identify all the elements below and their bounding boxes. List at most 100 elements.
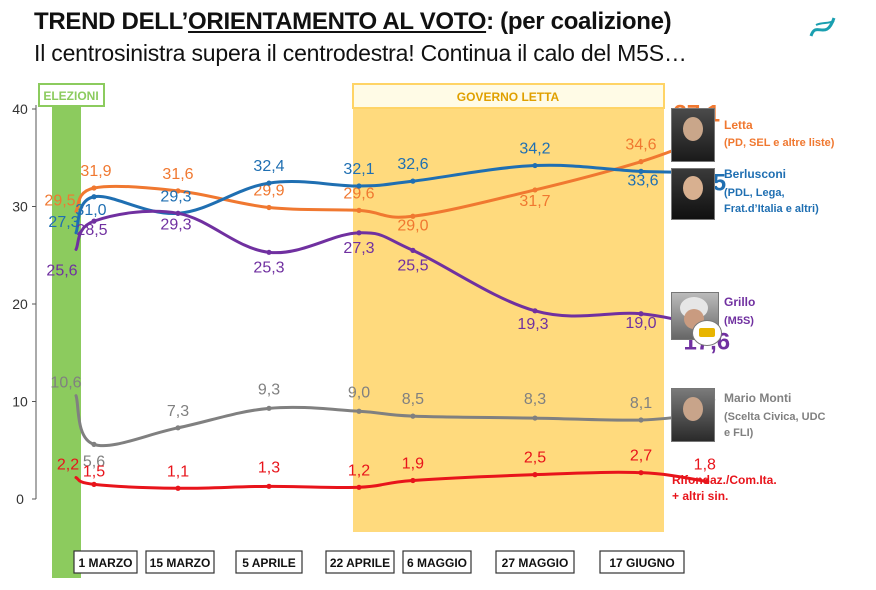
series-point — [410, 477, 416, 484]
series-point — [638, 470, 644, 476]
series-point — [410, 247, 416, 253]
page-title: TREND DELL’ORIENTAMENTO AL VOTO: (per co… — [34, 8, 672, 36]
elections-label: ELEZIONI — [43, 89, 98, 103]
x-tick-label: 22 APRILE — [330, 556, 390, 570]
data-label: 31,6 — [162, 166, 193, 183]
legend-berlusconi-desc1: (PDL, Lega, — [724, 187, 785, 199]
data-label: 33,6 — [627, 172, 658, 189]
data-label: 32,6 — [397, 156, 428, 173]
series-point — [638, 159, 644, 165]
title-part-1: TREND DELL’ — [34, 8, 189, 35]
data-label: 29,3 — [160, 188, 191, 205]
x-tick-box — [73, 550, 138, 574]
data-label: 34,2 — [519, 141, 550, 158]
series-point — [356, 183, 362, 189]
series-point — [266, 180, 272, 186]
series-point — [410, 413, 416, 419]
series-point — [91, 481, 97, 487]
data-label: 31,9 — [80, 163, 111, 180]
x-tick-box — [599, 550, 685, 574]
series-point — [266, 249, 272, 255]
x-tick-label: 1 MARZO — [79, 556, 133, 570]
legend-grillo-desc: (M5S) — [724, 315, 754, 327]
series-point — [91, 218, 97, 224]
x-tick-label: 27 MAGGIO — [502, 556, 569, 570]
legend-monti-desc2: e FLI) — [724, 427, 754, 439]
series-point — [175, 425, 181, 431]
series-point — [356, 207, 362, 213]
series-point — [266, 483, 272, 489]
series-point — [175, 210, 181, 216]
y-tick-label: 30 — [12, 199, 28, 215]
data-label: 27,3 — [48, 214, 79, 231]
data-label: 5,6 — [83, 453, 105, 470]
government-label-box — [352, 83, 665, 109]
berlusconi-portrait — [671, 168, 715, 220]
series-point — [638, 311, 644, 317]
legend-rif-desc: + altri sin. — [672, 489, 728, 503]
legend-monti-desc1: (Scelta Civica, UDC — [724, 411, 826, 423]
series-point — [356, 408, 362, 414]
legend-monti-name: Mario Monti — [724, 391, 791, 405]
elections-band — [52, 106, 81, 578]
series-point — [532, 162, 538, 169]
legend-grillo-name: Grillo — [724, 295, 755, 309]
data-label: 10,6 — [50, 375, 81, 392]
legend-rif-name: Rifondaz./Com.Ita. — [672, 473, 777, 487]
series-point — [175, 485, 181, 491]
title-part-2: ORIENTAMENTO AL VOTO — [188, 8, 487, 35]
elections-label-box — [38, 83, 105, 107]
series-point — [532, 472, 538, 478]
data-label: 1,2 — [348, 462, 370, 479]
brand-logo-icon — [809, 17, 836, 37]
data-label: 25,3 — [253, 259, 284, 276]
data-label: 25,5 — [397, 257, 428, 274]
data-label: 1,3 — [258, 459, 280, 476]
series-point — [532, 415, 538, 421]
series-point — [356, 230, 362, 236]
data-label: 29,0 — [397, 217, 428, 234]
legend-berlusconi-desc2: Frat.d’Italia e altri) — [724, 203, 819, 215]
series-point — [91, 185, 97, 191]
data-label: 1,5 — [83, 463, 105, 480]
x-tick-box — [145, 550, 215, 574]
series-point — [704, 478, 710, 485]
x-tick-label: 6 MAGGIO — [407, 556, 467, 570]
monti-portrait — [671, 388, 715, 442]
data-label: 7,3 — [167, 403, 189, 420]
data-label: 31,0 — [75, 202, 106, 219]
data-label: 8,5 — [402, 391, 424, 408]
series-point — [91, 441, 97, 447]
data-label: 31,7 — [519, 193, 550, 210]
data-label: 1,9 — [402, 455, 424, 472]
y-tick-label: 10 — [12, 394, 28, 410]
data-label: 9,0 — [348, 384, 370, 401]
y-tick-label: 20 — [12, 296, 28, 312]
data-label: 9,3 — [258, 381, 280, 398]
x-tick-box — [235, 550, 303, 574]
x-tick-box — [402, 550, 472, 574]
x-tick-label: 15 MARZO — [150, 556, 211, 570]
data-label: 2,7 — [630, 448, 652, 465]
data-label: 34,6 — [625, 137, 656, 154]
series-point — [91, 194, 97, 200]
data-label: 2,5 — [524, 450, 546, 467]
y-tick-label: 40 — [12, 101, 28, 117]
data-label: 32,4 — [253, 158, 284, 175]
government-label: GOVERNO LETTA — [457, 90, 560, 104]
series-point — [532, 308, 538, 314]
x-tick-label: 17 GIUGNO — [609, 556, 674, 570]
data-label: 2,2 — [57, 457, 79, 474]
data-label: 8,3 — [524, 391, 546, 408]
series-point — [356, 484, 362, 490]
data-label: 19,3 — [517, 316, 548, 333]
government-band — [353, 108, 664, 532]
series-point — [266, 405, 272, 411]
letta-portrait — [671, 108, 715, 162]
series-point — [410, 213, 416, 219]
m5s-logo-icon — [692, 320, 722, 346]
series-point — [175, 188, 181, 194]
series-point — [638, 417, 644, 423]
x-tick-box — [495, 550, 575, 574]
data-label: 32,1 — [343, 161, 374, 178]
